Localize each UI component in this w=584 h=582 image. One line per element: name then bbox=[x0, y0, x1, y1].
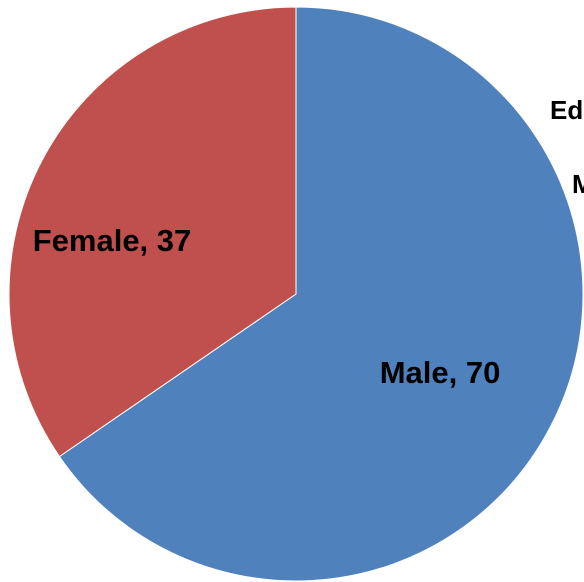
data-label-female: Female, 37 bbox=[33, 223, 192, 258]
pie-slice-female bbox=[8, 6, 297, 458]
data-label-male: Male, 70 bbox=[380, 355, 501, 390]
clipped-text-ed: Ed bbox=[550, 95, 583, 125]
pie-slice-male bbox=[58, 6, 584, 582]
pie-slices bbox=[8, 6, 584, 582]
clipped-text-m: M bbox=[572, 169, 584, 199]
